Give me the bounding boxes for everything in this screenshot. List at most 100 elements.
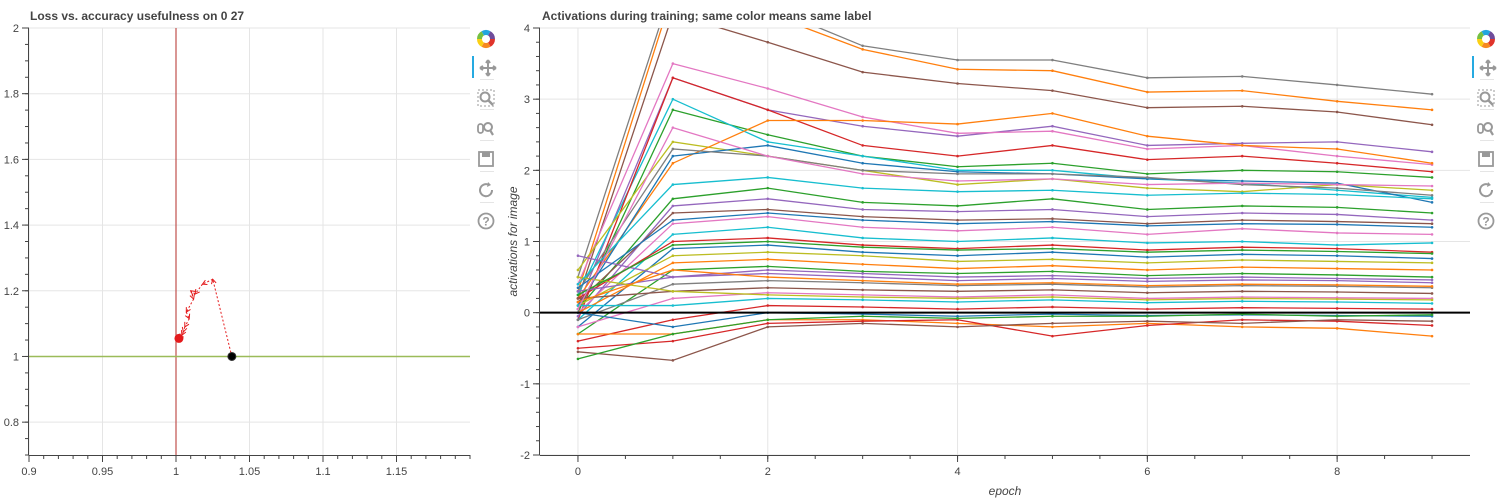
- activation-point: [861, 186, 864, 190]
- activation-series-line: [577, 226, 1433, 321]
- marker-end[interactable]: [174, 333, 184, 343]
- activation-point: [956, 272, 959, 275]
- activation-point: [766, 176, 770, 179]
- activation-point: [766, 322, 770, 325]
- activation-point: [956, 218, 959, 222]
- activation-point: [861, 144, 864, 147]
- activation-point: [956, 82, 959, 85]
- pan-tool-button[interactable]: [1472, 56, 1500, 78]
- activation-point: [1430, 285, 1434, 288]
- activation-point: [1146, 319, 1149, 323]
- activation-point: [1430, 292, 1434, 295]
- left-chart-title: Loss vs. accuracy usefulness on 0 27: [30, 9, 245, 23]
- activation-point: [671, 222, 675, 226]
- activation-point: [1335, 161, 1339, 165]
- help-tool-button[interactable]: ?: [472, 209, 500, 231]
- activation-point: [1430, 313, 1434, 317]
- activation-point: [956, 325, 959, 329]
- activation-point: [766, 215, 770, 218]
- wheel-zoom-tool-button[interactable]: [1472, 116, 1500, 138]
- activation-point: [956, 248, 959, 252]
- right-y-tick-label: 1: [524, 237, 530, 249]
- activation-point: [956, 300, 959, 304]
- activation-point: [1430, 281, 1434, 285]
- activation-point: [1240, 282, 1244, 286]
- activation-point: [861, 236, 864, 240]
- activation-series-line: [577, 258, 1433, 314]
- activation-series-line: [577, 28, 1433, 292]
- activation-point: [1240, 272, 1244, 275]
- activation-point: [1146, 233, 1149, 236]
- activation-point: [1051, 298, 1054, 302]
- activation-point: [1051, 281, 1054, 285]
- activation-series-line: [577, 198, 1433, 317]
- activation-point: [861, 48, 864, 51]
- activation-point: [576, 254, 580, 258]
- activation-point: [576, 332, 580, 336]
- activation-point: [671, 243, 675, 247]
- bokeh-logo-button[interactable]: [472, 27, 500, 49]
- left-y-tick-label: 0.8: [4, 417, 19, 429]
- save-tool-button[interactable]: [1472, 147, 1500, 169]
- activation-point: [766, 291, 770, 295]
- activation-point: [1146, 215, 1149, 218]
- activation-point: [671, 97, 675, 101]
- activation-point: [1430, 170, 1434, 174]
- trajectory-segment: [185, 311, 190, 319]
- activation-point: [1051, 172, 1054, 176]
- activation-point: [1051, 314, 1054, 318]
- reset-tool-button[interactable]: [1472, 178, 1500, 200]
- wheel-zoom-tool-icon: [1477, 122, 1494, 136]
- activation-point: [956, 134, 959, 138]
- activation-point: [1146, 222, 1149, 226]
- activation-point: [766, 133, 770, 137]
- activation-point: [766, 40, 770, 44]
- activation-series-line: [577, 304, 1433, 342]
- activation-point: [861, 70, 864, 74]
- activation-point: [1335, 223, 1339, 226]
- toolbar-separator: [1480, 109, 1494, 110]
- left-y-tick-label: 1.8: [4, 89, 19, 101]
- activation-point: [671, 204, 675, 208]
- trajectory-segment: [190, 290, 195, 300]
- activation-point: [1051, 236, 1054, 240]
- box-zoom-tool-button[interactable]: [472, 86, 500, 108]
- reset-tool-button[interactable]: [472, 178, 500, 200]
- activation-point: [671, 325, 675, 329]
- left-y-tick-label: 1.2: [4, 286, 19, 298]
- activation-point: [861, 270, 864, 273]
- activation-point: [1146, 250, 1149, 254]
- trajectory-segment: [212, 279, 233, 357]
- activations-chart[interactable]: 0 2 4 6 8 -2 -1 0 1 2 3 4 epoch activations for image: [502, 0, 1500, 500]
- save-tool-button[interactable]: [472, 147, 500, 169]
- activation-point: [1430, 324, 1434, 327]
- activation-point: [671, 108, 675, 112]
- loss-accuracy-chart[interactable]: 0.9 0.95 1 1.05 1.1 1.15 0.8 1 1.2 1.4 1.6 1.8 2: [0, 0, 502, 500]
- wheel-zoom-tool-button[interactable]: [472, 116, 500, 138]
- activation-point: [766, 250, 770, 254]
- activation-point: [1146, 76, 1149, 80]
- activation-point: [1240, 222, 1244, 226]
- activation-point: [861, 262, 864, 266]
- marker-start[interactable]: [227, 351, 237, 361]
- activation-point: [1051, 112, 1054, 115]
- activation-point: [576, 346, 580, 350]
- activation-point: [1146, 176, 1149, 179]
- bokeh-logo-button[interactable]: [1472, 27, 1500, 49]
- activation-point: [1240, 290, 1244, 293]
- activation-point: [1335, 186, 1339, 190]
- activation-point: [671, 218, 675, 222]
- activation-point: [1146, 248, 1149, 252]
- activation-point: [956, 179, 959, 183]
- box-zoom-tool-button[interactable]: [1472, 86, 1500, 108]
- activation-point: [766, 197, 770, 201]
- activation-point: [671, 339, 675, 343]
- activation-series-line: [577, 28, 1433, 278]
- activation-point: [1335, 154, 1339, 158]
- help-tool-button[interactable]: ?: [1472, 209, 1500, 231]
- activation-point: [671, 261, 675, 265]
- pan-tool-button[interactable]: [472, 56, 502, 78]
- activation-series-line: [577, 141, 1433, 271]
- activation-point: [956, 58, 959, 62]
- activation-point: [1335, 206, 1339, 209]
